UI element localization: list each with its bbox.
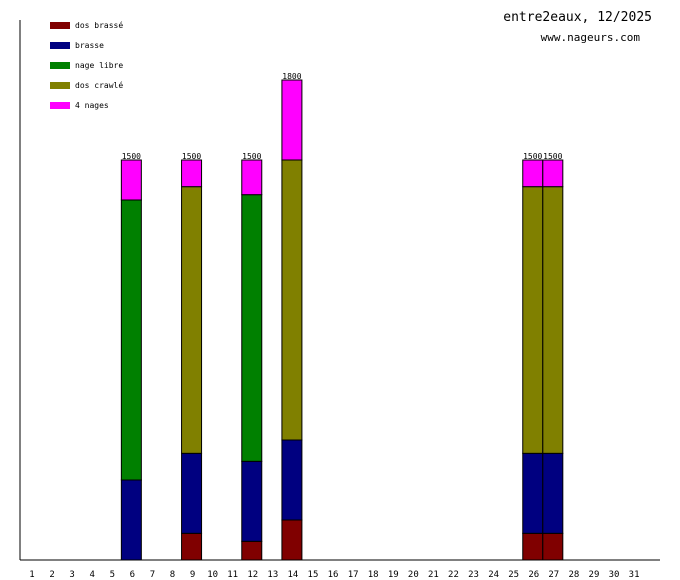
data-label: 1800: [282, 72, 301, 81]
bar-segment: [281, 519, 303, 561]
data-label: 1500: [543, 152, 562, 161]
x-tick-label: 14: [287, 570, 298, 580]
x-tick-label: 20: [408, 570, 419, 580]
legend-item: 4 nages: [50, 95, 123, 115]
legend-item: dos brassé: [50, 15, 123, 35]
bar-segment: [522, 452, 544, 534]
bar-segment: [281, 79, 303, 161]
bar-segment: [281, 159, 303, 441]
legend-label: brasse: [75, 40, 104, 50]
x-tick-label: 24: [488, 570, 499, 580]
data-label: 1500: [242, 152, 261, 161]
bar-segment: [522, 532, 544, 561]
x-tick-label: 21: [428, 570, 439, 580]
x-tick-label: 26: [528, 570, 539, 580]
legend-swatch: [50, 81, 70, 89]
x-tick-label: 10: [207, 570, 218, 580]
data-label: 1500: [523, 152, 542, 161]
bar-segment: [522, 159, 544, 188]
legend-label: nage libre: [75, 60, 124, 70]
bar-segment: [120, 159, 142, 201]
x-tick-label: 6: [130, 570, 135, 580]
bar-segment: [241, 159, 263, 196]
x-tick-label: 8: [170, 570, 175, 580]
bar-segment: [522, 186, 544, 454]
bar-segment: [281, 439, 303, 521]
x-tick-label: 5: [110, 570, 115, 580]
bar-segment: [181, 452, 203, 534]
x-tick-label: 4: [89, 570, 94, 580]
legend: dos brassé brasse nage libre dos crawlé 4 na…: [50, 15, 123, 115]
x-tick-label: 25: [508, 570, 519, 580]
legend-item: brasse: [50, 35, 123, 55]
legend-swatch: [50, 101, 70, 109]
x-tick-label: 28: [568, 570, 579, 580]
x-tick-label: 7: [150, 570, 155, 580]
chart-title: entre2eaux, 12/2025: [503, 10, 652, 25]
x-tick-label: 13: [267, 570, 278, 580]
bar-segment: [181, 532, 203, 561]
bar-segment: [542, 532, 564, 561]
legend-swatch: [50, 41, 70, 49]
legend-swatch: [50, 61, 70, 69]
x-tick-label: 27: [548, 570, 559, 580]
x-tick-label: 16: [328, 570, 339, 580]
x-tick-label: 3: [69, 570, 74, 580]
bar-segment: [542, 159, 564, 188]
data-label: 1500: [122, 152, 141, 161]
data-label: 1500: [182, 152, 201, 161]
bar-segment: [241, 540, 263, 561]
x-tick-label: 18: [368, 570, 379, 580]
x-tick-label: 15: [308, 570, 319, 580]
bar-segment: [120, 199, 142, 481]
legend-label: dos brassé: [75, 20, 124, 30]
x-tick-label: 2: [49, 570, 54, 580]
x-tick-label: 11: [227, 570, 238, 580]
x-tick-label: 12: [247, 570, 258, 580]
legend-item: dos crawlé: [50, 75, 123, 95]
x-tick-label: 22: [448, 570, 459, 580]
bar-segment: [241, 194, 263, 462]
x-tick-label: 9: [190, 570, 195, 580]
bar-segment: [542, 452, 564, 534]
x-tick-label: 19: [388, 570, 399, 580]
x-tick-label: 1: [29, 570, 34, 580]
bar-segment: [181, 186, 203, 454]
legend-item: nage libre: [50, 55, 123, 75]
bar-segment: [120, 479, 142, 561]
site-link[interactable]: www.nageurs.com: [540, 31, 640, 44]
x-tick-label: 29: [589, 570, 600, 580]
x-tick-label: 23: [468, 570, 479, 580]
x-tick-label: 17: [348, 570, 359, 580]
x-tick-label: 31: [629, 570, 640, 580]
bar-segment: [181, 159, 203, 188]
legend-swatch: [50, 21, 70, 29]
bar-segment: [542, 186, 564, 454]
x-tick-label: 30: [609, 570, 620, 580]
legend-label: dos crawlé: [75, 80, 124, 90]
legend-label: 4 nages: [75, 100, 109, 110]
bar-segment: [241, 460, 263, 542]
